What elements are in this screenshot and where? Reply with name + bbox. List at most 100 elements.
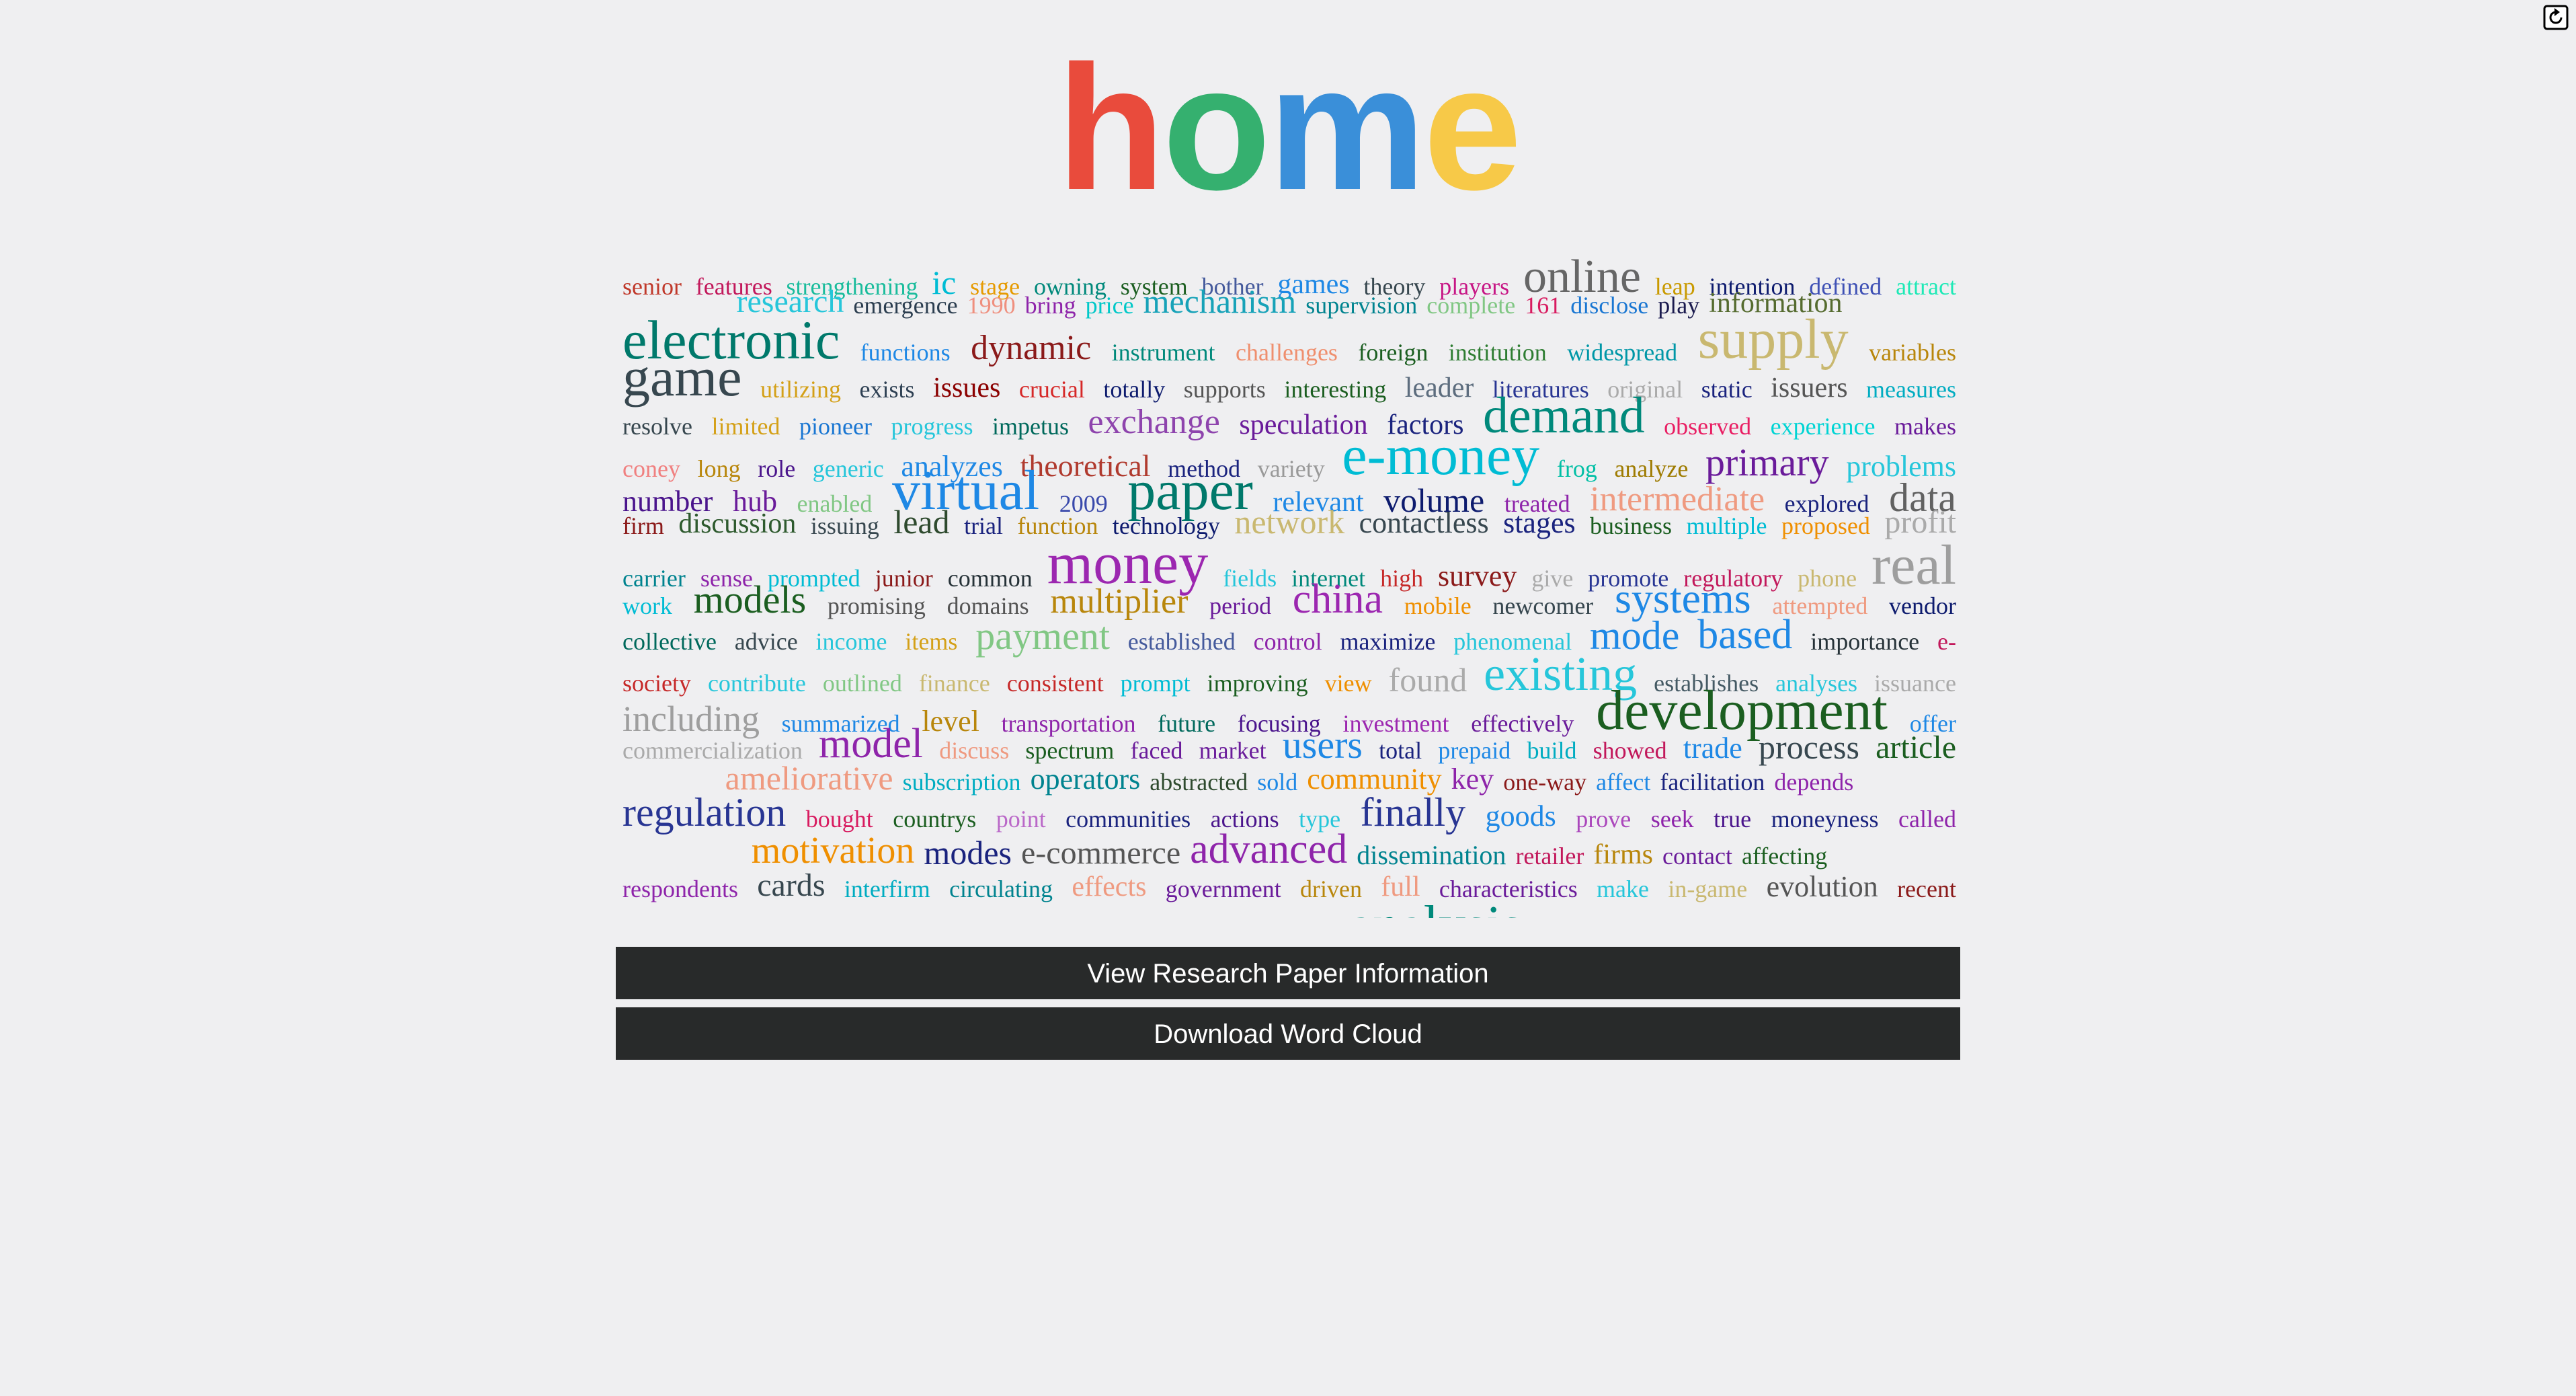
logo-letter: e [1423, 28, 1522, 227]
cloud-word: long [697, 455, 741, 483]
cloud-word: impetus [992, 413, 1069, 440]
cloud-word: function [1017, 512, 1098, 539]
cloud-word: improving [1207, 670, 1308, 697]
cloud-word: trial [964, 512, 1004, 539]
cloud-word: offer [1909, 710, 1956, 738]
cloud-word: driven [1300, 875, 1362, 902]
cloud-word: goods [1485, 800, 1556, 833]
cloud-word: price [1085, 291, 1134, 319]
cloud-word: attract [1896, 272, 1956, 300]
cloud-word: profit [1884, 504, 1956, 540]
cloud-word: supports [1183, 376, 1266, 403]
cloud-word: proposed [1781, 512, 1870, 539]
cloud-word: operators [1030, 763, 1141, 796]
cloud-word: common [947, 564, 1033, 592]
cloud-word: actions [1210, 805, 1279, 832]
cloud-word: found [1388, 660, 1467, 699]
cloud-word: established [1127, 628, 1236, 656]
cloud-word: countrys [893, 805, 977, 832]
cloud-word: crucial [1018, 376, 1085, 403]
cloud-word: type [1299, 805, 1341, 832]
cloud-word: dissemination [1357, 839, 1506, 870]
cloud-word: e- [1937, 628, 1956, 656]
home-logo: home [0, 27, 2576, 229]
cloud-word: measures [1866, 376, 1956, 403]
cloud-word: faced [1130, 737, 1183, 765]
cloud-word: complete [1426, 291, 1516, 319]
cloud-word: characteristics [1439, 875, 1578, 902]
cloud-word: data [1889, 475, 1956, 520]
cloud-word: foreign [1358, 339, 1428, 366]
cloud-word: limited [711, 413, 780, 440]
cloud-word: method [1168, 455, 1241, 483]
cloud-word: showed [1593, 737, 1667, 765]
cloud-word: high [1380, 564, 1424, 592]
cloud-word: maximize [1340, 628, 1436, 656]
cloud-word: 161 [1525, 291, 1562, 319]
cloud-word: effectively [1471, 710, 1574, 738]
cloud-word: future [1158, 710, 1216, 738]
cloud-word: including [622, 699, 760, 739]
cloud-word: attempted [1772, 592, 1868, 620]
cloud-word: money [1047, 531, 1209, 596]
cloud-word: analyses [1775, 670, 1858, 697]
cloud-word: stages [1503, 506, 1576, 540]
cloud-word: analysis [1349, 898, 1523, 918]
cloud-word: multiple [1686, 512, 1767, 539]
cloud-word: commercialization [622, 737, 803, 765]
cloud-word: speculation [1239, 409, 1368, 440]
cloud-word: contact [1662, 843, 1732, 870]
cloud-word: mobile [1404, 592, 1472, 620]
logo-letter: m [1268, 28, 1426, 227]
cloud-word: process [1758, 728, 1859, 766]
cloud-word: regulation [622, 790, 787, 835]
cloud-word: level [922, 705, 979, 738]
cloud-word: fields [1223, 564, 1277, 592]
cloud-word: game [622, 346, 742, 408]
cloud-word: items [905, 628, 958, 656]
cloud-word: pioneer [799, 413, 872, 440]
cloud-word: survey [1438, 559, 1517, 592]
cloud-word: enabled [797, 490, 873, 518]
cloud-word: volume [1383, 481, 1485, 519]
cloud-word: play [1658, 291, 1700, 319]
cloud-word: payment [975, 613, 1110, 658]
cloud-word: junior [875, 564, 933, 592]
download-word-cloud-button[interactable]: Download Word Cloud [616, 1007, 1960, 1060]
cloud-word: owning [1033, 272, 1106, 300]
cloud-word: income [815, 628, 887, 656]
cloud-word: summarized [781, 710, 900, 738]
cloud-word: bought [805, 805, 873, 832]
cloud-word: trade [1683, 732, 1742, 765]
cloud-word: discuss [939, 737, 1010, 765]
cloud-word: frog [1556, 455, 1597, 483]
cloud-word: one-way [1503, 768, 1587, 796]
cloud-word: period [1209, 592, 1272, 620]
cloud-word: model [819, 721, 924, 767]
cloud-word: called [1898, 805, 1956, 832]
cloud-word: motivation [751, 830, 915, 872]
cloud-word: domains [947, 592, 1029, 620]
logo-letter: h [1056, 28, 1165, 227]
cloud-word: experience [1770, 413, 1876, 440]
cloud-word: relevant [1273, 486, 1364, 518]
refresh-screen-icon[interactable] [2542, 4, 2569, 31]
cloud-word: 2009 [1059, 490, 1108, 518]
cloud-word: sense [700, 564, 753, 592]
cloud-word: theoretical [1020, 449, 1151, 483]
cloud-word: totally [1103, 376, 1166, 403]
cloud-word: outlined [822, 670, 902, 697]
cloud-word: investment [1342, 710, 1449, 738]
cloud-word: finance [918, 670, 990, 697]
cloud-word: observed [1664, 413, 1752, 440]
cloud-word: models [693, 578, 807, 622]
cloud-word: number [622, 485, 713, 518]
cloud-word: emergence [853, 291, 958, 319]
cloud-word: contactless [1359, 506, 1489, 540]
cloud-word: hub [732, 485, 777, 518]
cloud-word: dynamic [971, 328, 1092, 367]
cloud-word: advice [734, 628, 798, 656]
cloud-word: issuers [1771, 373, 1848, 403]
cloud-word: modes [924, 833, 1012, 871]
view-research-paper-button[interactable]: View Research Paper Information [616, 947, 1960, 999]
